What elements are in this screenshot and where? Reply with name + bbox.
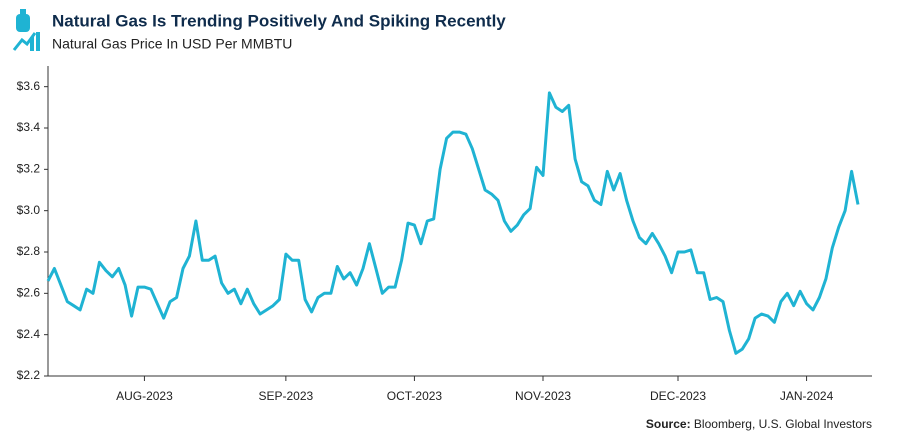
gas-icon [12,9,40,51]
y-tick-label: $2.2 [17,368,41,382]
x-tick-label: NOV-2023 [515,389,571,403]
source-text: Bloomberg, U.S. Global Investors [694,417,872,431]
x-tick-label: DEC-2023 [650,389,706,403]
chart-subtitle: Natural Gas Price In USD Per MMBTU [52,36,292,52]
x-tick-label: SEP-2023 [259,389,314,403]
x-tick-label: OCT-2023 [387,389,443,403]
y-tick-label: $2.6 [17,286,41,300]
y-tick-label: $3.2 [17,162,41,176]
line-series [46,91,860,355]
y-tick-label: $3.4 [17,120,41,134]
y-tick-label: $3.0 [17,203,41,217]
chart-title: Natural Gas Is Trending Positively And S… [52,11,506,30]
x-tick-label: JAN-2024 [780,389,834,403]
y-tick-label: $3.6 [17,79,41,93]
y-tick-label: $2.4 [17,327,41,341]
source: Source: Bloomberg, U.S. Global Investors [646,417,872,431]
source-label: Source: [646,417,691,431]
y-tick-label: $2.8 [17,244,41,258]
x-tick-label: AUG-2023 [116,389,173,403]
